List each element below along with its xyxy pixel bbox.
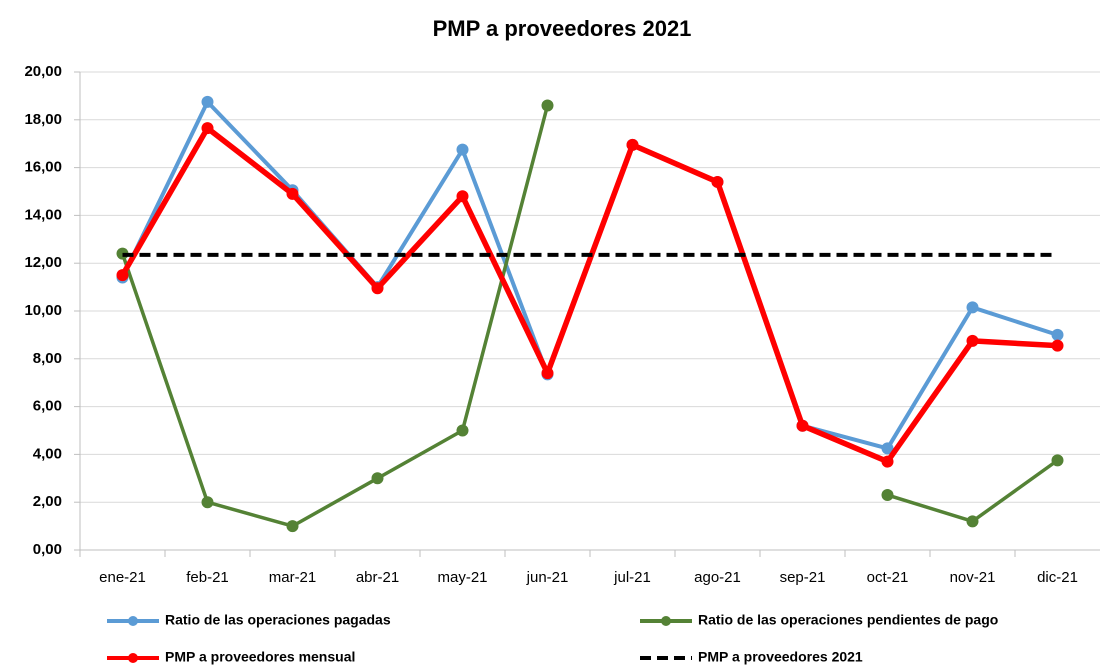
- x-tick-label: ago-21: [694, 569, 741, 586]
- x-tick-label: jul-21: [613, 569, 651, 586]
- data-point: [881, 455, 894, 468]
- y-tick-label: 10,00: [24, 302, 62, 319]
- x-tick-label: mar-21: [269, 569, 317, 586]
- legend-label: PMP a proveedores mensual: [165, 649, 355, 665]
- data-point: [1051, 339, 1064, 352]
- data-point: [201, 122, 214, 135]
- data-point: [201, 496, 214, 509]
- x-tick-label: sep-21: [780, 569, 826, 586]
- legend-marker: [128, 616, 138, 626]
- data-point: [881, 489, 894, 502]
- x-tick-label: jun-21: [526, 569, 569, 586]
- x-tick-label: nov-21: [950, 569, 996, 586]
- data-point: [456, 190, 469, 203]
- x-tick-label: abr-21: [356, 569, 399, 586]
- data-point: [881, 442, 894, 455]
- series-line: [120, 99, 1059, 451]
- data-point: [541, 367, 554, 380]
- x-tick-label: oct-21: [867, 569, 909, 586]
- data-point: [711, 175, 724, 188]
- data-point: [456, 424, 469, 437]
- data-point: [966, 301, 979, 314]
- data-point: [1051, 454, 1064, 467]
- y-tick-label: 2,00: [33, 493, 62, 510]
- data-point: [371, 472, 384, 485]
- x-tick-label: may-21: [437, 569, 487, 586]
- data-point: [966, 515, 979, 528]
- data-point: [201, 95, 214, 108]
- y-tick-label: 20,00: [24, 63, 62, 80]
- y-tick-label: 8,00: [33, 350, 62, 367]
- legend-label: Ratio de las operaciones pendientes de p…: [698, 612, 998, 628]
- y-tick-label: 0,00: [33, 541, 62, 558]
- chart-title: PMP a proveedores 2021: [433, 16, 692, 41]
- x-tick-label: dic-21: [1037, 569, 1078, 586]
- data-point: [966, 334, 979, 347]
- y-tick-label: 6,00: [33, 398, 62, 415]
- y-tick-label: 16,00: [24, 159, 62, 176]
- data-point: [626, 138, 639, 151]
- series-line: [120, 125, 1058, 465]
- data-point: [796, 419, 809, 432]
- legend-marker: [128, 653, 138, 663]
- data-point: [1051, 328, 1064, 341]
- data-point: [116, 269, 129, 282]
- legend-marker: [661, 616, 671, 626]
- data-point: [541, 99, 554, 112]
- x-tick-label: feb-21: [186, 569, 229, 586]
- y-tick-label: 4,00: [33, 445, 62, 462]
- y-tick-label: 14,00: [24, 206, 62, 223]
- data-point: [286, 187, 299, 200]
- data-point: [371, 282, 384, 295]
- legend-label: PMP a proveedores 2021: [698, 649, 863, 665]
- y-tick-label: 12,00: [24, 254, 62, 271]
- data-point: [286, 520, 299, 533]
- y-tick-label: 18,00: [24, 111, 62, 128]
- data-point: [456, 143, 469, 156]
- legend-label: Ratio de las operaciones pagadas: [165, 612, 391, 628]
- x-tick-label: ene-21: [99, 569, 146, 586]
